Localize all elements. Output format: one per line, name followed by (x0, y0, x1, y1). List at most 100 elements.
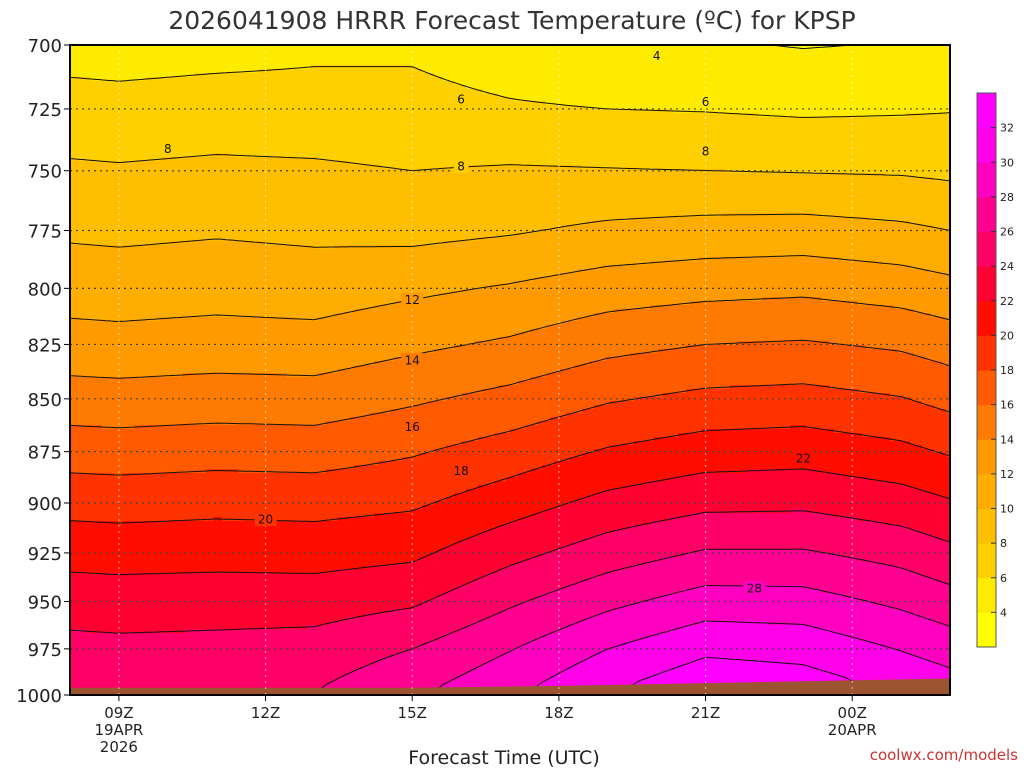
temperature-cell (622, 133, 627, 138)
temperature-cell (718, 85, 723, 90)
temperature-cell (522, 77, 527, 82)
temperature-cell (322, 85, 327, 90)
temperature-cell (470, 61, 475, 66)
temperature-cell (374, 117, 379, 122)
temperature-cell (258, 133, 263, 138)
temperature-cell (238, 121, 243, 126)
temperature-cell (906, 81, 911, 86)
temperature-cell (746, 97, 751, 102)
temperature-cell (882, 129, 887, 134)
temperature-cell (590, 61, 595, 66)
temperature-cell (398, 117, 403, 122)
temperature-cell (818, 89, 823, 94)
temperature-cell (930, 117, 935, 122)
temperature-cell (466, 81, 471, 86)
temperature-cell (114, 81, 119, 86)
temperature-cell (538, 105, 543, 110)
temperature-cell (502, 73, 507, 78)
temperature-cell (946, 109, 950, 114)
temperature-cell (734, 117, 739, 122)
temperature-cell (818, 117, 823, 122)
temperature-cell (514, 65, 519, 70)
temperature-cell (606, 113, 611, 118)
temperature-cell (470, 129, 475, 134)
temperature-cell (86, 117, 91, 122)
temperature-cell (578, 101, 583, 106)
temperature-cell (626, 121, 631, 126)
temperature-cell (450, 65, 455, 70)
temperature-cell (622, 129, 627, 134)
temperature-cell (946, 45, 950, 50)
temperature-cell (946, 117, 950, 122)
temperature-cell (102, 73, 107, 78)
temperature-cell (610, 49, 615, 54)
temperature-cell (314, 129, 319, 134)
temperature-cell (766, 77, 771, 82)
temperature-cell (178, 65, 183, 70)
temperature-cell (450, 57, 455, 62)
temperature-cell (86, 125, 91, 130)
temperature-cell (310, 121, 315, 126)
temperature-cell (554, 117, 559, 122)
temperature-cell (170, 89, 175, 94)
temperature-cell (678, 81, 683, 86)
temperature-cell (922, 85, 927, 90)
temperature-cell (206, 69, 211, 74)
temperature-cell (902, 89, 907, 94)
temperature-cell (458, 49, 463, 54)
temperature-cell (398, 57, 403, 62)
temperature-cell (490, 129, 495, 134)
temperature-cell (214, 65, 219, 70)
temperature-cell (910, 49, 915, 54)
temperature-cell (674, 57, 679, 62)
temperature-cell (422, 49, 427, 54)
temperature-cell (914, 129, 919, 134)
temperature-cell (522, 69, 527, 74)
temperature-cell (670, 53, 675, 58)
temperature-cell (706, 109, 711, 114)
temperature-cell (314, 61, 319, 66)
temperature-cell (70, 77, 75, 82)
temperature-cell (434, 81, 439, 86)
temperature-cell (678, 133, 683, 138)
temperature-cell (486, 81, 491, 86)
temperature-cell (322, 101, 327, 106)
temperature-cell (78, 57, 83, 62)
temperature-cell (198, 81, 203, 86)
temperature-cell (858, 81, 863, 86)
temperature-cell (150, 97, 155, 102)
temperature-cell (354, 89, 359, 94)
temperature-cell (786, 125, 791, 130)
temperature-cell (354, 85, 359, 90)
temperature-cell (498, 61, 503, 66)
temperature-cell (546, 81, 551, 86)
temperature-cell (94, 53, 99, 58)
temperature-cell (522, 61, 527, 66)
temperature-cell (846, 77, 851, 82)
temperature-cell (158, 61, 163, 66)
temperature-cell (90, 81, 95, 86)
temperature-cell (354, 49, 359, 54)
temperature-cell (310, 61, 315, 66)
temperature-cell (830, 73, 835, 78)
temperature-cell (750, 77, 755, 82)
temperature-cell (206, 85, 211, 90)
temperature-cell (118, 57, 123, 62)
temperature-cell (402, 81, 407, 86)
temperature-cell (470, 125, 475, 130)
temperature-cell (918, 121, 923, 126)
temperature-cell (578, 121, 583, 126)
temperature-cell (418, 49, 423, 54)
temperature-cell (626, 89, 631, 94)
temperature-cell (770, 89, 775, 94)
temperature-cell (674, 81, 679, 86)
temperature-cell (926, 81, 931, 86)
temperature-cell (154, 53, 159, 58)
temperature-cell (634, 45, 639, 50)
temperature-cell (758, 61, 763, 66)
temperature-cell (422, 129, 427, 134)
temperature-cell (214, 133, 219, 138)
temperature-cell (798, 45, 803, 50)
temperature-cell (486, 121, 491, 126)
temperature-cell (770, 125, 775, 130)
